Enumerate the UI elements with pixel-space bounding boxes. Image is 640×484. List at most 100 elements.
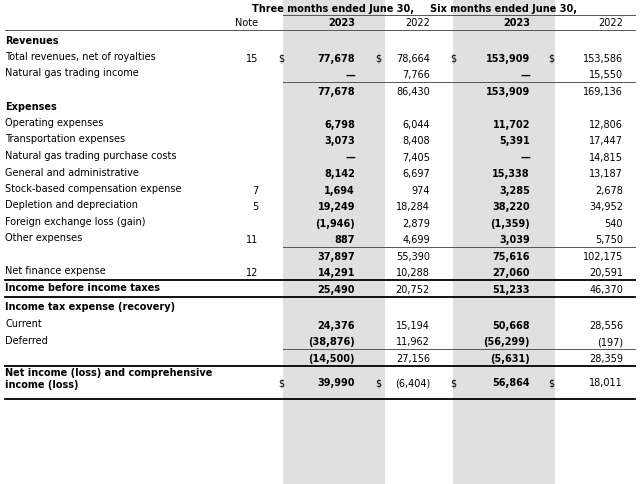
Text: 18,011: 18,011	[589, 378, 623, 388]
Text: 25,490: 25,490	[317, 284, 355, 294]
Text: 887: 887	[335, 235, 355, 245]
Text: Total revenues, net of royalties: Total revenues, net of royalties	[5, 52, 156, 62]
Text: 12,806: 12,806	[589, 120, 623, 130]
Text: 50,668: 50,668	[492, 320, 530, 330]
Text: 27,060: 27,060	[493, 268, 530, 278]
Text: 46,370: 46,370	[589, 284, 623, 294]
Text: 51,233: 51,233	[493, 284, 530, 294]
Text: Expenses: Expenses	[5, 101, 57, 111]
Text: 15,338: 15,338	[492, 169, 530, 179]
Text: 15,194: 15,194	[396, 320, 430, 330]
Text: 7,766: 7,766	[402, 70, 430, 80]
Text: 27,156: 27,156	[396, 353, 430, 363]
Text: 5: 5	[252, 202, 258, 212]
Text: Net finance expense: Net finance expense	[5, 266, 106, 276]
Text: —: —	[520, 152, 530, 163]
Text: 77,678: 77,678	[317, 54, 355, 63]
Text: —: —	[345, 152, 355, 163]
Text: 18,284: 18,284	[396, 202, 430, 212]
Text: 4,699: 4,699	[403, 235, 430, 245]
Text: 56,864: 56,864	[492, 378, 530, 388]
Text: 28,556: 28,556	[589, 320, 623, 330]
Text: (1,359): (1,359)	[490, 218, 530, 228]
Text: Operating expenses: Operating expenses	[5, 118, 104, 128]
Text: 8,408: 8,408	[403, 136, 430, 146]
Text: 28,359: 28,359	[589, 353, 623, 363]
Text: Three months ended June 30,: Three months ended June 30,	[252, 4, 414, 14]
Text: 2022: 2022	[405, 18, 430, 28]
Text: (6,404): (6,404)	[395, 378, 430, 388]
Text: 974: 974	[412, 185, 430, 196]
Text: 3,073: 3,073	[324, 136, 355, 146]
Text: 75,616: 75,616	[493, 251, 530, 261]
Text: $: $	[450, 54, 456, 63]
Text: —: —	[345, 70, 355, 80]
Text: 78,664: 78,664	[396, 54, 430, 63]
Text: (56,299): (56,299)	[483, 336, 530, 347]
Text: 11: 11	[246, 235, 258, 245]
Text: $: $	[375, 54, 381, 63]
Text: Note: Note	[235, 18, 258, 28]
Text: 13,187: 13,187	[589, 169, 623, 179]
Text: 86,430: 86,430	[396, 87, 430, 96]
Text: 153,586: 153,586	[583, 54, 623, 63]
Text: 11,962: 11,962	[396, 336, 430, 347]
Text: 2023: 2023	[503, 18, 530, 28]
Text: Income before income taxes: Income before income taxes	[5, 283, 160, 292]
Text: $: $	[548, 54, 554, 63]
Text: 169,136: 169,136	[583, 87, 623, 96]
Text: 540: 540	[605, 218, 623, 228]
Text: 1,694: 1,694	[324, 185, 355, 196]
Text: (14,500): (14,500)	[308, 353, 355, 363]
Text: $: $	[450, 378, 456, 388]
Text: General and administrative: General and administrative	[5, 167, 139, 177]
Text: Other expenses: Other expenses	[5, 233, 83, 243]
Text: Deferred: Deferred	[5, 335, 48, 345]
Text: Income tax expense (recovery): Income tax expense (recovery)	[5, 302, 175, 312]
Text: (5,631): (5,631)	[490, 353, 530, 363]
Text: 7: 7	[252, 185, 258, 196]
Text: Depletion and depreciation: Depletion and depreciation	[5, 200, 138, 210]
Text: Net income (loss) and comprehensive
income (loss): Net income (loss) and comprehensive inco…	[5, 368, 212, 390]
Text: 38,220: 38,220	[492, 202, 530, 212]
Text: 10,288: 10,288	[396, 268, 430, 278]
Text: $: $	[278, 54, 284, 63]
Text: 6,697: 6,697	[403, 169, 430, 179]
Text: 77,678: 77,678	[317, 87, 355, 96]
Text: Transportation expenses: Transportation expenses	[5, 134, 125, 144]
Text: $: $	[548, 378, 554, 388]
Text: 11,702: 11,702	[493, 120, 530, 130]
Text: 2,678: 2,678	[595, 185, 623, 196]
Text: 37,897: 37,897	[317, 251, 355, 261]
Text: 2022: 2022	[598, 18, 623, 28]
Text: 5,391: 5,391	[499, 136, 530, 146]
Text: (197): (197)	[597, 336, 623, 347]
Text: Foreign exchange loss (gain): Foreign exchange loss (gain)	[5, 216, 145, 227]
Text: 8,142: 8,142	[324, 169, 355, 179]
Text: 7,405: 7,405	[402, 152, 430, 163]
Text: 2023: 2023	[328, 18, 355, 28]
Text: Revenues: Revenues	[5, 35, 58, 45]
Text: 20,591: 20,591	[589, 268, 623, 278]
Text: Natural gas trading purchase costs: Natural gas trading purchase costs	[5, 151, 177, 161]
Text: 6,798: 6,798	[324, 120, 355, 130]
Bar	[453, 0, 555, 484]
Text: 15: 15	[246, 54, 258, 63]
Text: 24,376: 24,376	[317, 320, 355, 330]
Text: 39,990: 39,990	[317, 378, 355, 388]
Text: 14,815: 14,815	[589, 152, 623, 163]
Text: Natural gas trading income: Natural gas trading income	[5, 68, 139, 78]
Text: 2,879: 2,879	[402, 218, 430, 228]
Text: Six months ended June 30,: Six months ended June 30,	[431, 4, 577, 14]
Text: 17,447: 17,447	[589, 136, 623, 146]
Text: 34,952: 34,952	[589, 202, 623, 212]
Text: (1,946): (1,946)	[316, 218, 355, 228]
Text: 12: 12	[246, 268, 258, 278]
Bar	[283, 0, 385, 484]
Text: 102,175: 102,175	[583, 251, 623, 261]
Text: 14,291: 14,291	[317, 268, 355, 278]
Text: Current: Current	[5, 318, 42, 328]
Text: 5,750: 5,750	[595, 235, 623, 245]
Text: 6,044: 6,044	[403, 120, 430, 130]
Text: Stock-based compensation expense: Stock-based compensation expense	[5, 183, 182, 194]
